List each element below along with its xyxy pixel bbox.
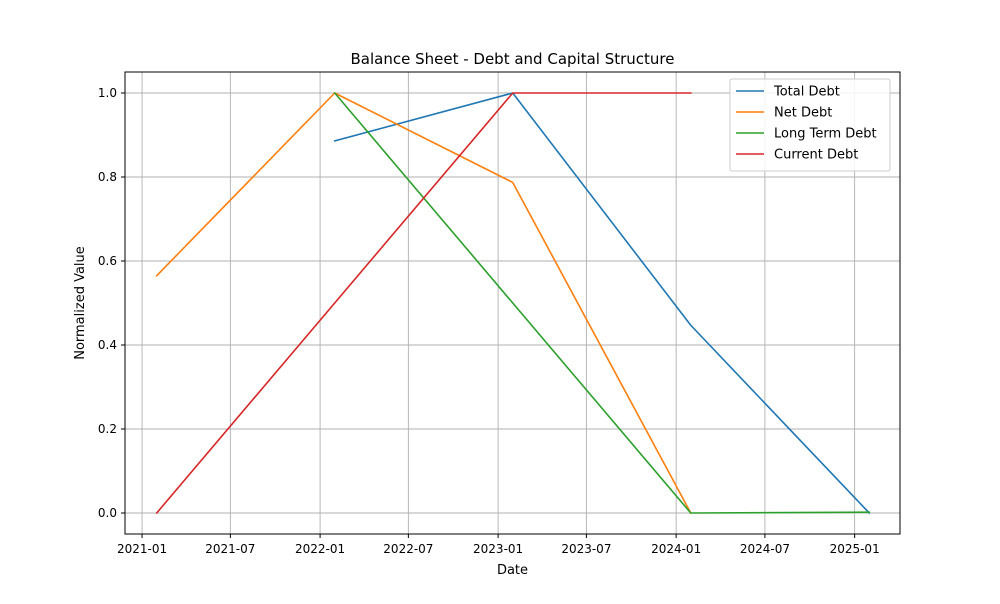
- x-tick-label: 2021-01: [117, 542, 167, 556]
- series-line-total-debt: [333, 92, 871, 515]
- x-axis-ticks: 2021-01 2021-07 2022-01 2022-07 2023-01 2023-…: [117, 534, 880, 556]
- legend-label-net-debt: Net Debt: [774, 106, 832, 121]
- x-tick-label: 2022-01: [295, 542, 345, 556]
- series-line-current-debt: [155, 92, 692, 515]
- x-tick-label: 2024-07: [740, 542, 790, 556]
- y-tick-label: 0.4: [98, 338, 117, 352]
- y-tick-label: 0.8: [98, 170, 117, 184]
- x-tick-label: 2023-01: [473, 542, 523, 556]
- legend: Total Debt Net Debt Long Term Debt Current …: [729, 78, 891, 172]
- x-tick-label: 2025-01: [830, 542, 880, 556]
- legend-label-long-term-debt: Long Term Debt: [774, 127, 877, 142]
- y-tick-label: 0.6: [98, 254, 117, 268]
- series-lines: [155, 91, 871, 515]
- y-tick-label: 0.0: [98, 506, 117, 520]
- x-axis-label: Date: [497, 563, 528, 578]
- legend-label-current-debt: Current Debt: [774, 148, 858, 163]
- legend-box: [729, 78, 891, 172]
- y-axis-ticks: 0.0 0.2 0.4 0.6 0.8 1.0: [98, 86, 125, 520]
- y-axis-label: Normalized Value: [73, 246, 88, 360]
- chart-title: Balance Sheet - Debt and Capital Structu…: [351, 50, 675, 68]
- x-tick-label: 2022-07: [383, 542, 433, 556]
- x-tick-label: 2024-01: [651, 542, 701, 556]
- x-tick-label: 2023-07: [561, 542, 611, 556]
- legend-label-total-debt: Total Debt: [773, 85, 840, 100]
- y-tick-label: 0.2: [98, 422, 117, 436]
- x-tick-label: 2021-07: [205, 542, 255, 556]
- series-line-net-debt: [155, 92, 692, 515]
- y-tick-label: 1.0: [98, 86, 117, 100]
- plot-area-frame: [124, 71, 901, 535]
